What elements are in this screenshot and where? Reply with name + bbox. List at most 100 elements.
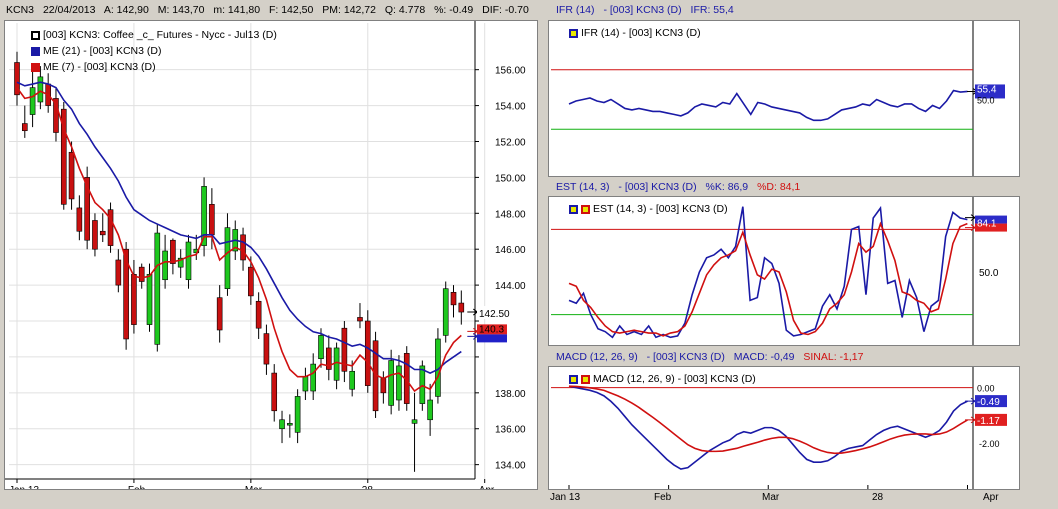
candle-body <box>146 274 153 325</box>
macd-header: MACD (12, 26, 9) - [003] KCN3 (D) MACD: … <box>556 351 869 363</box>
candle-body <box>92 220 98 250</box>
y-tick-label: 154.00 <box>495 102 526 113</box>
est-panel[interactable]: 50.0 84.1 EST (14, 3) - [003] KCN3 (D) <box>548 196 1020 346</box>
y-tick-label: 138.00 <box>495 389 526 400</box>
price-chart[interactable]: 134.00 136.00 138.00 144.00 146.00 148.00 150.… <box>5 21 537 496</box>
sinal-value-bg <box>975 413 1007 426</box>
candle-body <box>14 62 20 96</box>
series-line <box>568 221 968 337</box>
close-value-label-bg <box>477 306 507 320</box>
y-tick-label: 134.00 <box>495 461 526 472</box>
me21-arrow-icon <box>467 332 479 340</box>
pm-label: PM: 142,72 <box>322 4 376 16</box>
candle-body <box>21 123 28 132</box>
macd-chart[interactable]: 0.00 -0.49 -1.17 -2.00 <box>549 367 1019 489</box>
est-d-value-bg <box>975 223 1007 232</box>
y-tick-label: 148.00 <box>495 209 526 220</box>
candle-body <box>123 248 129 340</box>
y-tick-label: 146.00 <box>495 245 526 256</box>
est-legend[interactable]: EST (14, 3) - [003] KCN3 (D) <box>569 203 728 215</box>
close-value-label: 142.50 <box>479 309 510 320</box>
candle-body <box>458 302 465 313</box>
candle-body <box>37 76 44 103</box>
x-tick-label: Jan 13 <box>9 485 39 489</box>
est-sym: - [003] KCN3 (D) <box>618 181 697 193</box>
legend-swatch-icon <box>31 46 40 56</box>
candle-body <box>271 372 278 412</box>
legend-label: EST (14, 3) - [003] KCN3 (D) <box>593 203 728 215</box>
me7-value-bg <box>477 324 507 335</box>
macd-value-bg <box>975 395 1007 408</box>
legend-label: IFR (14) - [003] KCN3 (D) <box>581 27 701 39</box>
macd-value-label: -0.49 <box>977 397 1000 408</box>
candle-body <box>131 274 137 325</box>
candle-body <box>357 317 363 322</box>
est-name: EST (14, 3) <box>556 181 610 193</box>
ifr-value-bg <box>975 84 1005 99</box>
candle-body <box>396 365 402 401</box>
x-tick-label: 28 <box>362 485 374 489</box>
ifr-panel[interactable]: 55.4 50.0 IFR (14) - [003] KCN3 (D) <box>548 20 1020 177</box>
legend-label: ME (7) - [003] KCN3 (D) <box>43 61 156 73</box>
series-line <box>568 385 968 470</box>
ifr-legend[interactable]: IFR (14) - [003] KCN3 (D) <box>569 27 701 39</box>
candle-body <box>170 239 176 264</box>
candle-body <box>427 399 433 421</box>
candle-body <box>419 365 426 404</box>
candle-body <box>76 207 83 232</box>
main-legend-1[interactable]: ME (21) - [003] KCN3 (D) <box>31 45 161 57</box>
macd-panel[interactable]: 0.00 -0.49 -1.17 -2.00 MACD (12, 26, 9) - [… <box>548 366 1020 490</box>
candle-body <box>318 335 324 360</box>
est-chart[interactable]: 50.0 84.1 <box>549 197 1019 345</box>
y-tick-label: 156.00 <box>495 66 526 77</box>
candle-body <box>349 370 355 390</box>
legend-swatch-icon <box>569 374 578 384</box>
macd-x-tick-label: Jan 13 <box>550 492 581 503</box>
legend-label: ME (21) - [003] KCN3 (D) <box>43 45 162 57</box>
candle-body <box>411 419 418 424</box>
est-k-value-bg <box>975 215 1007 224</box>
candle-body <box>287 423 293 426</box>
candle-body <box>115 259 122 286</box>
price-chart-panel[interactable]: 134.00 136.00 138.00 144.00 146.00 148.00 150.… <box>4 20 538 496</box>
candle-body <box>84 177 90 241</box>
legend-label: MACD (12, 26, 9) - [003] KCN3 (D) <box>593 373 756 385</box>
candle-body <box>325 347 332 370</box>
close-arrow-icon <box>467 308 479 316</box>
candle-body <box>442 288 449 336</box>
macd-zero-label: 0.00 <box>977 384 995 394</box>
candle-body <box>388 360 394 406</box>
ifr-sym: - [003] KCN3 (D) <box>603 4 682 16</box>
candle-body <box>279 419 285 430</box>
candle-body <box>99 230 106 236</box>
x-tick-label: Mar <box>245 485 263 489</box>
ifr-value-label: 55.4 <box>977 84 997 95</box>
macd-legend[interactable]: MACD (12, 26, 9) - [003] KCN3 (D) <box>569 373 756 385</box>
y-tick-label: 152.00 <box>495 137 526 148</box>
main-legend-2[interactable]: ME (7) - [003] KCN3 (D) <box>31 61 156 73</box>
candle-body <box>364 320 371 386</box>
candle-body <box>248 266 254 297</box>
ifr-chart[interactable]: 55.450.0 <box>549 21 1019 176</box>
est-d: %D: 84,1 <box>757 181 801 193</box>
series-line <box>568 89 968 122</box>
est-level-label: 50.0 <box>979 268 999 279</box>
est-k: %K: 86,9 <box>705 181 749 193</box>
series-line <box>568 205 968 339</box>
candle-body <box>302 376 309 392</box>
candle-body <box>185 241 192 281</box>
macd-x-tick-label: 28 <box>872 492 884 503</box>
series-line <box>568 385 968 455</box>
q-label: Q: 4.778 <box>384 4 426 16</box>
sinal-value: SINAL: -1,17 <box>803 351 864 363</box>
candle-body <box>138 266 145 282</box>
series-line <box>16 87 462 393</box>
y-tick-label: 150.00 <box>495 173 526 184</box>
series-line <box>16 81 462 374</box>
symbol-label: KCN3 <box>6 4 35 16</box>
main-legend-0[interactable]: [003] KCN3: Coffee _c_ Futures - Nycc - … <box>31 29 277 41</box>
candle-body <box>380 378 387 394</box>
legend-swatch-icon <box>581 204 590 214</box>
pct-label: %: -0.49 <box>434 4 474 16</box>
candle-body <box>154 232 161 345</box>
